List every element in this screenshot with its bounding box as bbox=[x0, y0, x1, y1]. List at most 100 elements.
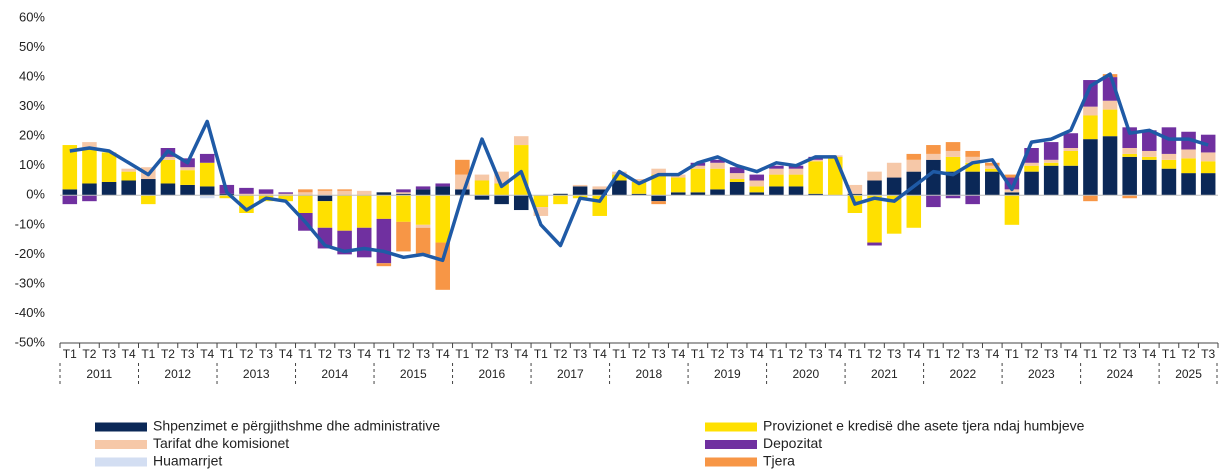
x-tick-label: T2 bbox=[632, 347, 646, 361]
bar-segment bbox=[533, 195, 549, 208]
year-label: 2017 bbox=[557, 367, 584, 381]
bar-segment bbox=[82, 142, 97, 148]
bar-segment bbox=[651, 201, 666, 205]
year-label: 2025 bbox=[1175, 367, 1202, 381]
bar-segment bbox=[631, 181, 647, 194]
bar-segment bbox=[415, 224, 431, 228]
bar-segment bbox=[82, 148, 97, 184]
bar-segment bbox=[533, 207, 549, 216]
bar-segment bbox=[769, 186, 784, 196]
bar-segment bbox=[553, 195, 568, 205]
y-tick-label: -20% bbox=[15, 246, 46, 261]
bar-segment bbox=[396, 195, 411, 222]
bar-segment bbox=[572, 184, 588, 187]
bar-segment bbox=[1161, 159, 1177, 169]
bar-segment bbox=[769, 165, 784, 169]
bar-segment bbox=[945, 150, 961, 157]
legend-swatch bbox=[95, 440, 147, 449]
bar-segment bbox=[1024, 171, 1039, 196]
bar-segment bbox=[1004, 174, 1020, 178]
bar-segment bbox=[965, 195, 980, 205]
bar-segment bbox=[612, 180, 627, 196]
bar-segment bbox=[808, 159, 823, 162]
year-label: 2015 bbox=[400, 367, 427, 381]
bar-segment bbox=[1142, 130, 1157, 151]
bar-segment bbox=[1024, 165, 1039, 172]
bar-segment bbox=[631, 179, 647, 182]
x-tick-label: T1 bbox=[612, 347, 626, 361]
bar-segment bbox=[769, 168, 784, 175]
x-tick-label: T2 bbox=[161, 347, 175, 361]
bar-segment bbox=[278, 193, 293, 196]
bar-segment bbox=[1200, 173, 1216, 196]
bar-segment bbox=[513, 136, 529, 146]
bar-segment bbox=[82, 183, 97, 196]
bar-segment bbox=[710, 168, 725, 190]
bar-segment bbox=[1043, 162, 1059, 166]
x-tick-label: T2 bbox=[711, 347, 725, 361]
legend-label: Depozitat bbox=[763, 435, 822, 451]
x-tick-label: T1 bbox=[1162, 347, 1176, 361]
bar-segment bbox=[396, 192, 411, 194]
x-tick-label: T1 bbox=[141, 347, 155, 361]
x-tick-label: T3 bbox=[573, 347, 587, 361]
bar-segment bbox=[199, 195, 215, 199]
x-tick-label: T1 bbox=[769, 347, 783, 361]
x-tick-label: T3 bbox=[1201, 347, 1215, 361]
bar-segment bbox=[160, 159, 176, 184]
bar-segment bbox=[847, 193, 863, 196]
bar-segment bbox=[141, 179, 156, 196]
bar-segment bbox=[945, 156, 961, 172]
bar-segment bbox=[356, 190, 372, 196]
legend-swatch bbox=[95, 457, 147, 467]
bar-segment bbox=[376, 192, 392, 196]
bar-segment bbox=[1083, 80, 1098, 107]
x-tick-label: T1 bbox=[926, 347, 940, 361]
bar-segment bbox=[965, 171, 980, 196]
bar-segment bbox=[1063, 148, 1079, 151]
bar-segment bbox=[317, 189, 333, 191]
total-line bbox=[69, 72, 1209, 263]
bar-segment bbox=[729, 181, 745, 196]
x-tick-label: T3 bbox=[181, 347, 195, 361]
bar-segment bbox=[435, 242, 450, 290]
bar-segment bbox=[867, 180, 882, 196]
x-tick-label: T2 bbox=[789, 347, 803, 361]
legend-label: Tarifat dhe komisionet bbox=[153, 435, 289, 451]
x-tick-label: T2 bbox=[1182, 347, 1196, 361]
bar-segment bbox=[160, 183, 176, 196]
x-tick-label: T4 bbox=[357, 347, 371, 361]
bar-segment bbox=[258, 189, 274, 194]
bar-segment bbox=[729, 179, 745, 182]
bar-segment bbox=[62, 189, 78, 196]
bar-segment bbox=[474, 180, 490, 196]
bar-segment bbox=[945, 195, 961, 199]
x-tick-label: T3 bbox=[416, 347, 430, 361]
x-tick-label: T4 bbox=[1064, 347, 1078, 361]
bar-segment bbox=[867, 195, 882, 243]
bar-segment bbox=[513, 195, 529, 211]
y-tick-label: -10% bbox=[15, 216, 46, 231]
bar-segment bbox=[396, 189, 411, 193]
bar-segment bbox=[651, 195, 666, 202]
x-tick-label: T4 bbox=[593, 347, 607, 361]
bar-segment bbox=[985, 171, 1000, 196]
bar-segment bbox=[62, 195, 78, 205]
bar-segment bbox=[847, 184, 863, 194]
y-tick-label: 30% bbox=[19, 98, 45, 113]
x-tick-label: T3 bbox=[1123, 347, 1137, 361]
bar-segment bbox=[1122, 195, 1137, 199]
bar-segment bbox=[926, 145, 941, 154]
bar-segment bbox=[749, 180, 765, 187]
bar-segment bbox=[788, 168, 804, 175]
bar-segment bbox=[710, 189, 725, 196]
year-label: 2023 bbox=[1028, 367, 1055, 381]
bar-segment bbox=[101, 181, 117, 196]
bar-segment bbox=[651, 168, 666, 175]
bar-segment bbox=[239, 193, 254, 196]
bar-segment bbox=[1063, 133, 1079, 148]
bar-segment bbox=[965, 150, 980, 157]
bar-segment bbox=[1043, 165, 1059, 196]
y-tick-label: 50% bbox=[19, 39, 45, 54]
bar-segment bbox=[1200, 152, 1216, 162]
